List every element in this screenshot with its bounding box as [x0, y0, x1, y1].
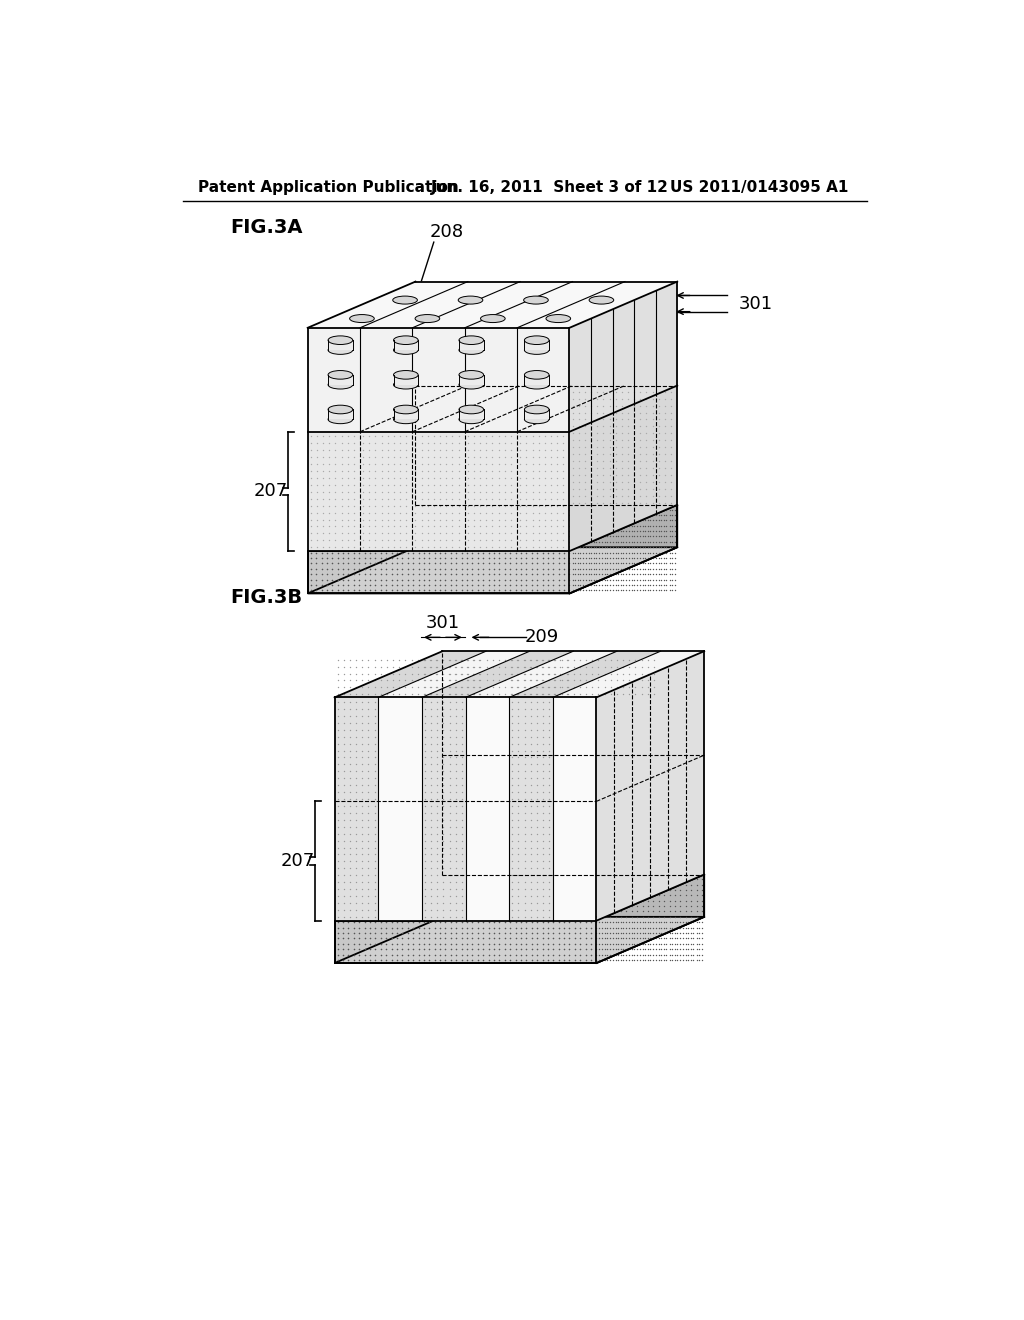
Polygon shape [596, 651, 705, 921]
Polygon shape [307, 327, 569, 432]
Ellipse shape [524, 380, 549, 389]
Text: Patent Application Publication: Patent Application Publication [199, 180, 459, 195]
Ellipse shape [349, 314, 374, 322]
Polygon shape [596, 875, 705, 964]
Ellipse shape [459, 380, 483, 389]
Polygon shape [569, 385, 677, 552]
Ellipse shape [328, 380, 352, 389]
Ellipse shape [458, 296, 483, 304]
Polygon shape [459, 375, 483, 384]
Polygon shape [465, 432, 517, 552]
Text: 301: 301 [426, 615, 460, 632]
Polygon shape [509, 697, 553, 921]
Ellipse shape [328, 405, 352, 413]
Polygon shape [328, 409, 352, 420]
Ellipse shape [524, 414, 549, 424]
Ellipse shape [459, 346, 483, 354]
Polygon shape [393, 409, 418, 420]
Polygon shape [466, 651, 616, 697]
Polygon shape [335, 697, 596, 921]
Ellipse shape [393, 405, 418, 413]
Ellipse shape [328, 414, 352, 424]
Polygon shape [509, 651, 660, 697]
Ellipse shape [589, 296, 613, 304]
Text: 209: 209 [524, 628, 559, 647]
Ellipse shape [393, 414, 418, 424]
Ellipse shape [328, 346, 352, 354]
Polygon shape [378, 651, 529, 697]
Polygon shape [335, 697, 378, 921]
Polygon shape [517, 432, 569, 552]
Polygon shape [553, 697, 596, 921]
Text: FIG.3B: FIG.3B [230, 587, 303, 607]
Polygon shape [307, 552, 569, 594]
Ellipse shape [393, 335, 418, 345]
Polygon shape [307, 281, 677, 327]
Ellipse shape [393, 380, 418, 389]
Polygon shape [459, 409, 483, 420]
Polygon shape [328, 375, 352, 384]
Text: 207: 207 [254, 482, 288, 500]
Polygon shape [524, 375, 549, 384]
Polygon shape [393, 341, 418, 350]
Ellipse shape [328, 335, 352, 345]
Polygon shape [524, 409, 549, 420]
Polygon shape [307, 548, 677, 594]
Ellipse shape [546, 314, 570, 322]
Ellipse shape [524, 371, 549, 379]
Polygon shape [360, 432, 413, 552]
Polygon shape [335, 651, 705, 697]
Polygon shape [553, 651, 705, 697]
Text: US 2011/0143095 A1: US 2011/0143095 A1 [670, 180, 848, 195]
Polygon shape [307, 432, 569, 552]
Ellipse shape [393, 371, 418, 379]
Polygon shape [524, 341, 549, 350]
Text: 207: 207 [281, 851, 314, 870]
Polygon shape [335, 651, 486, 697]
Polygon shape [335, 921, 596, 964]
Ellipse shape [524, 335, 549, 345]
Polygon shape [328, 341, 352, 350]
Ellipse shape [393, 296, 418, 304]
Ellipse shape [393, 346, 418, 354]
Ellipse shape [459, 335, 483, 345]
Polygon shape [569, 506, 677, 594]
Ellipse shape [459, 371, 483, 379]
Text: 301: 301 [739, 294, 773, 313]
Polygon shape [466, 697, 509, 921]
Text: Jun. 16, 2011  Sheet 3 of 12: Jun. 16, 2011 Sheet 3 of 12 [431, 180, 669, 195]
Polygon shape [422, 651, 573, 697]
Ellipse shape [524, 405, 549, 413]
Ellipse shape [459, 414, 483, 424]
Polygon shape [307, 432, 360, 552]
Polygon shape [413, 432, 465, 552]
Polygon shape [422, 697, 466, 921]
Polygon shape [569, 281, 677, 432]
Ellipse shape [480, 314, 505, 322]
Text: FIG.3A: FIG.3A [230, 218, 303, 238]
Ellipse shape [328, 371, 352, 379]
Ellipse shape [524, 346, 549, 354]
Ellipse shape [415, 314, 439, 322]
Text: 208: 208 [429, 223, 463, 240]
Polygon shape [393, 375, 418, 384]
Ellipse shape [459, 405, 483, 413]
Polygon shape [459, 341, 483, 350]
Polygon shape [335, 917, 705, 964]
Ellipse shape [523, 296, 548, 304]
Polygon shape [378, 697, 422, 921]
